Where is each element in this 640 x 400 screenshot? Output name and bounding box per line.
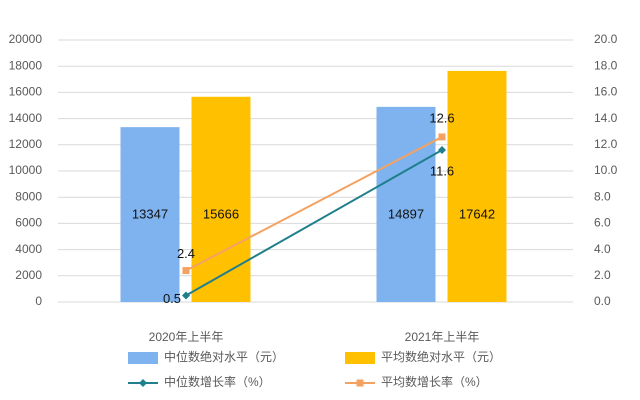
y2-tick-label: 20.0 (594, 32, 618, 46)
bar (447, 70, 507, 302)
line (185, 136, 443, 272)
y-tick-label: 6000 (15, 216, 42, 230)
y2-tick-label: 16.0 (594, 85, 618, 99)
y2-tick-label: 8.0 (594, 189, 611, 203)
y-tick-label: 2000 (15, 268, 42, 282)
y-tick-label: 12000 (9, 137, 43, 151)
y2-tick-label: 18.0 (594, 58, 618, 72)
x-tick-label: 2020年上半年 (149, 330, 224, 344)
y2-tick-label: 10.0 (594, 163, 618, 177)
value-label: 0.5 (163, 291, 181, 306)
y-tick-label: 14000 (9, 111, 43, 125)
y2-tick-label: 2.0 (594, 268, 611, 282)
legend-label: 中位数绝对水平（元） (164, 349, 284, 364)
bar (120, 127, 180, 302)
y-tick-label: 8000 (15, 189, 42, 203)
legend-marker (356, 379, 364, 387)
y-tick-label: 16000 (9, 85, 43, 99)
y2-tick-label: 6.0 (594, 216, 611, 230)
bar (191, 96, 251, 303)
y-tick-label: 0 (35, 294, 42, 308)
x-tick-label: 2021年上半年 (405, 330, 480, 344)
marker (182, 291, 190, 300)
legend-label: 平均数增长率（%） (381, 374, 488, 389)
value-label: 12.6 (429, 110, 454, 125)
marker (438, 133, 446, 141)
legend-label: 平均数绝对水平（元） (381, 349, 501, 364)
y2-tick-label: 0.0 (594, 294, 611, 308)
y-tick-label: 4000 (15, 242, 42, 256)
value-label: 13347 (132, 206, 168, 221)
y-tick-label: 18000 (9, 58, 43, 72)
marker (182, 267, 190, 275)
legend-marker (139, 379, 147, 387)
y2-tick-label: 4.0 (594, 242, 611, 256)
legend-swatch (345, 352, 375, 364)
y2-tick-label: 14.0 (594, 111, 618, 125)
value-label: 14897 (388, 206, 424, 221)
y-tick-label: 10000 (9, 163, 43, 177)
value-label: 17642 (459, 206, 495, 221)
legend-swatch (128, 352, 158, 364)
value-label: 15666 (203, 206, 239, 221)
value-label: 2.4 (177, 246, 195, 261)
y2-tick-label: 12.0 (594, 137, 618, 151)
bar (376, 106, 436, 302)
y-tick-label: 20000 (9, 32, 43, 46)
marker (438, 146, 446, 155)
legend-label: 中位数增长率（%） (164, 374, 271, 389)
value-label: 11.6 (430, 163, 454, 178)
line (185, 149, 443, 297)
